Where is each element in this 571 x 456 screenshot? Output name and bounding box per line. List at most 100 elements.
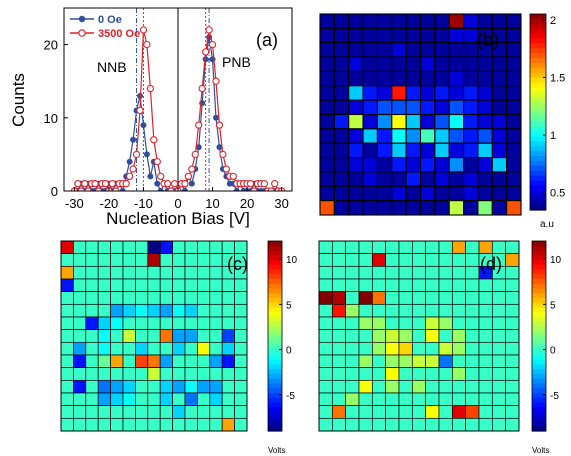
colorbar-band [532, 407, 546, 413]
colorbar-band [530, 102, 546, 108]
colorbar-band [530, 53, 546, 59]
heatmap-cell [319, 70, 335, 87]
heatmap-cell [491, 367, 507, 381]
heatmap-cell [135, 341, 149, 356]
colorbar-band [268, 412, 282, 418]
heatmap-cell [438, 341, 453, 356]
heatmap-cell [135, 329, 149, 343]
heatmap-cell [371, 405, 387, 419]
heatmap-cell [385, 354, 400, 369]
point-3500oe [208, 40, 217, 49]
heatmap-cell [159, 367, 173, 381]
point-0oe [119, 188, 126, 191]
heatmap-cell [345, 316, 360, 331]
point-3500oe [191, 150, 199, 159]
heatmap-cell [234, 405, 248, 419]
heatmap-cell [331, 405, 347, 419]
heatmap-cell [465, 240, 480, 255]
heatmap-cell [419, 200, 436, 216]
legend-label: 3500 Oe [98, 28, 140, 40]
heatmap-cell [234, 417, 248, 432]
panel-d-label: (d) [480, 254, 502, 274]
heatmap-cell [318, 303, 333, 318]
heatmap-cell [221, 354, 235, 369]
heatmap-cell [184, 253, 198, 267]
heatmap-cell [448, 70, 465, 87]
heatmap-cell [110, 240, 124, 255]
heatmap-cell [434, 128, 450, 144]
colorbar-band [268, 255, 282, 261]
legend-marker [78, 15, 86, 23]
heatmap-cell [333, 70, 350, 87]
heatmap-cell [60, 405, 74, 419]
heatmap-cell [405, 128, 422, 144]
colorbar-tick-label: -5 [550, 391, 559, 402]
heatmap-cell [345, 392, 360, 407]
heatmap-cell [172, 405, 186, 419]
heatmap-cell [110, 329, 124, 343]
heatmap-cell [147, 240, 161, 255]
heatmap-cell [362, 13, 378, 29]
heatmap-cell [73, 329, 87, 343]
colorbar-band [530, 18, 546, 25]
heatmap-cell [491, 70, 508, 87]
heatmap-cell [122, 240, 136, 255]
heatmap-cell [85, 316, 99, 331]
heatmap-cell [110, 417, 124, 432]
heatmap-frame [318, 240, 520, 432]
heatmap-cell [398, 405, 413, 419]
heatmap-cell [425, 405, 440, 419]
heatmap-cell [110, 405, 124, 419]
heatmap-cell [391, 113, 407, 130]
heatmap-cell [122, 303, 136, 318]
heatmap-cell [348, 171, 364, 187]
heatmap-cell [221, 379, 235, 394]
colorbar-band [532, 402, 546, 408]
heatmap-cell [147, 405, 161, 419]
colorbar-band [532, 288, 546, 294]
colorbar-band [268, 293, 282, 299]
heatmap-cell [465, 341, 480, 356]
point-3500oe [153, 158, 161, 166]
heatmap-cell [505, 303, 520, 318]
heatmap-cell [491, 341, 507, 356]
heatmap-cell [391, 13, 407, 29]
heatmap-cell [122, 291, 136, 305]
heatmap-cell [465, 367, 480, 381]
heatmap-cell [358, 240, 373, 255]
heatmap-cell [434, 85, 450, 101]
heatmap-cell [333, 113, 350, 130]
heatmap-cell [147, 367, 161, 381]
heatmap-cell [434, 27, 450, 44]
colorbar-tick-label: 1.5 [550, 72, 565, 84]
heatmap-cell [405, 171, 422, 187]
heatmap-cell [85, 392, 99, 407]
panel-c-heatmap: (c) -5 0 5 10 Volts [60, 240, 298, 455]
heatmap-cell [147, 392, 161, 407]
heatmap-cell [221, 291, 235, 305]
panel-a-ticks: -30 -20 -10 0 10 20 30 0 10 20 [44, 38, 289, 211]
colorbar-band [268, 250, 282, 256]
heatmap-cell [362, 157, 378, 173]
colorbar-band [530, 205, 546, 211]
heatmap-cell [110, 354, 124, 369]
heatmap-cell [110, 303, 124, 318]
heatmap-cell [97, 417, 111, 432]
heatmap-cell [197, 253, 211, 267]
heatmap-cell [478, 367, 493, 381]
heatmap-cell [358, 253, 373, 267]
heatmap-cell [451, 392, 467, 407]
heatmap-cell [221, 392, 235, 407]
heatmap-cell [491, 99, 508, 116]
heatmap-cell [478, 291, 493, 305]
heatmap-cell [478, 278, 493, 293]
heatmap-cell [376, 171, 393, 187]
colorbar-band [268, 416, 282, 423]
point-0oe [216, 144, 223, 151]
colorbar-band [532, 283, 546, 290]
point-0oe [154, 180, 161, 187]
heatmap-cell [135, 316, 149, 331]
heatmap-cell [318, 316, 333, 331]
colorbar-band [530, 67, 546, 74]
x-tick-label: 0 [174, 196, 181, 211]
